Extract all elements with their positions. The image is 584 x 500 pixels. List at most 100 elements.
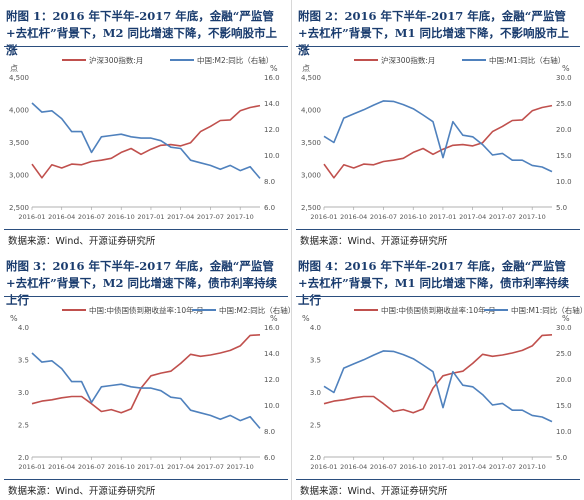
right-axis-unit: %	[562, 314, 570, 323]
chart-4: 中国:中债国债到期收益率:10年:月 中国:M1:同比（右轴）% % 2.0 2.5 3.…	[302, 305, 582, 471]
series-line-right	[31, 352, 261, 429]
left-tick-label: 2.5	[18, 422, 29, 430]
figure-title: 附图 4：2016 年下半年-2017 年底，金融“严监管+去杠杆”背景下，M1…	[298, 259, 569, 307]
legend-label-left: 中国:中债国债到期收益率:10年:月	[89, 305, 204, 315]
left-tick-label: 4,500	[301, 74, 321, 82]
right-tick-label: 16.0	[264, 324, 280, 332]
left-tick-label: 3.0	[310, 389, 321, 397]
x-tick-label: 2016-04	[340, 463, 367, 471]
legend-label-right: 中国:M2:同比（右轴）	[219, 305, 290, 315]
right-tick-label: 12.0	[264, 126, 280, 134]
source-rule	[4, 479, 288, 480]
source-rule	[296, 229, 580, 230]
x-tick-label: 2017-01	[429, 463, 456, 471]
x-tick-label: 2016-07	[370, 213, 397, 221]
x-tick-label: 2016-07	[370, 463, 397, 471]
left-axis-unit: 点	[10, 64, 18, 73]
x-tick-label: 2017-10	[227, 213, 254, 221]
x-tick-label: 2016-01	[310, 463, 337, 471]
right-tick-label: 6.0	[264, 454, 275, 462]
left-tick-label: 3.0	[18, 389, 29, 397]
right-tick-label: 15.0	[556, 152, 572, 160]
right-axis-unit: %	[270, 64, 278, 73]
right-tick-label: 8.0	[264, 178, 275, 186]
right-tick-label: 8.0	[264, 428, 275, 436]
x-tick-label: 2016-04	[48, 213, 75, 221]
x-tick-label: 2016-07	[78, 213, 105, 221]
chart-3: 中国:中债国债到期收益率:10年:月 中国:M2:同比（右轴）% % 2.0 2.5 3.…	[10, 305, 290, 471]
x-tick-label: 2017-07	[197, 213, 224, 221]
x-tick-label: 2017-10	[519, 213, 546, 221]
source-rule	[296, 479, 580, 480]
title-rule	[4, 296, 288, 297]
right-tick-label: 30.0	[556, 324, 572, 332]
x-tick-label: 2017-07	[489, 463, 516, 471]
left-tick-label: 4.0	[18, 324, 29, 332]
series-line-right	[323, 100, 553, 173]
figure-panel-4: 附图 4：2016 年下半年-2017 年底，金融“严监管+去杠杆”背景下，M1…	[294, 250, 582, 500]
right-tick-label: 25.0	[556, 100, 572, 108]
x-tick-label: 2016-10	[108, 213, 135, 221]
source-note: 数据来源：Wind、开源证券研究所	[8, 486, 156, 497]
x-tick-label: 2016-04	[48, 463, 75, 471]
left-tick-label: 4,500	[9, 74, 29, 82]
legend-label-left: 沪深300指数:月	[381, 55, 435, 65]
x-tick-label: 2017-04	[167, 213, 194, 221]
left-axis-unit: %	[10, 314, 18, 323]
series-line-left	[31, 334, 261, 414]
x-tick-label: 2016-07	[78, 463, 105, 471]
right-tick-label: 10.0	[556, 428, 572, 436]
source-note: 数据来源：Wind、开源证券研究所	[300, 486, 448, 497]
left-tick-label: 2.0	[310, 454, 321, 462]
left-tick-label: 3,000	[301, 172, 321, 180]
figure-panel-2: 附图 2：2016 年下半年-2017 年底，金融“严监管+去杠杆”背景下，M1…	[294, 0, 582, 250]
right-tick-label: 20.0	[556, 376, 572, 384]
x-tick-label: 2017-10	[227, 463, 254, 471]
figure-panel-3: 附图 3：2016 年下半年-2017 年底，金融“严监管+去杠杆”背景下，M2…	[2, 250, 290, 500]
figure-title: 附图 2：2016 年下半年-2017 年底，金融“严监管+去杠杆”背景下，M1…	[298, 9, 569, 57]
left-tick-label: 3.5	[18, 357, 29, 365]
x-tick-label: 2017-04	[167, 463, 194, 471]
right-tick-label: 10.0	[264, 402, 280, 410]
left-tick-label: 2,500	[301, 204, 321, 212]
legend-label-left: 沪深300指数:月	[89, 55, 143, 65]
x-tick-label: 2017-07	[489, 213, 516, 221]
right-axis-unit: %	[562, 64, 570, 73]
legend-label-right: 中国:M1:同比（右轴）	[511, 305, 582, 315]
source-rule	[4, 229, 288, 230]
series-line-right	[323, 350, 553, 423]
right-tick-label: 30.0	[556, 74, 572, 82]
x-tick-label: 2016-01	[310, 213, 337, 221]
x-tick-label: 2017-04	[459, 463, 486, 471]
title-rule	[296, 46, 580, 47]
legend-label-right: 中国:M2:同比（右轴）	[197, 55, 273, 65]
chart-1: 沪深300指数:月 中国:M2:同比（右轴） 点 % 2,500 3,000 3,500 4,…	[9, 55, 280, 221]
x-tick-label: 2016-10	[108, 463, 135, 471]
right-tick-label: 14.0	[264, 100, 280, 108]
left-axis-unit: 点	[302, 64, 310, 73]
series-line-left	[323, 104, 553, 179]
source-note: 数据来源：Wind、开源证券研究所	[8, 236, 156, 247]
right-tick-label: 12.0	[264, 376, 280, 384]
right-tick-label: 5.0	[556, 204, 567, 212]
figure-panel-1: 附图 1：2016 年下半年-2017 年底，金融“严监管+去杠杆”背景下，M2…	[2, 0, 290, 250]
right-tick-label: 10.0	[264, 152, 280, 160]
left-tick-label: 3.5	[310, 357, 321, 365]
title-rule	[4, 46, 288, 47]
x-tick-label: 2017-01	[137, 463, 164, 471]
x-tick-label: 2016-04	[340, 213, 367, 221]
right-tick-label: 15.0	[556, 402, 572, 410]
right-tick-label: 6.0	[264, 204, 275, 212]
x-tick-label: 2017-04	[459, 213, 486, 221]
left-tick-label: 3,000	[9, 172, 29, 180]
x-tick-label: 2016-01	[18, 213, 45, 221]
left-tick-label: 2.5	[310, 422, 321, 430]
series-line-right	[31, 102, 261, 179]
right-tick-label: 20.0	[556, 126, 572, 134]
legend-label-left: 中国:中债国债到期收益率:10年:月	[381, 305, 496, 315]
right-tick-label: 10.0	[556, 178, 572, 186]
x-tick-label: 2016-10	[400, 213, 427, 221]
x-tick-label: 2017-01	[429, 213, 456, 221]
right-tick-label: 16.0	[264, 74, 280, 82]
left-tick-label: 3,500	[301, 139, 321, 147]
